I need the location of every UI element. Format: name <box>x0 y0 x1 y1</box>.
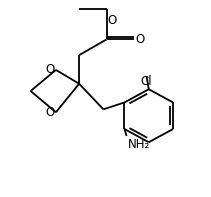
Text: O: O <box>45 63 54 76</box>
Text: O: O <box>45 106 54 119</box>
Text: NH₂: NH₂ <box>128 138 150 151</box>
Text: O: O <box>136 33 145 46</box>
Text: Cl: Cl <box>141 75 153 88</box>
Text: O: O <box>108 14 117 27</box>
